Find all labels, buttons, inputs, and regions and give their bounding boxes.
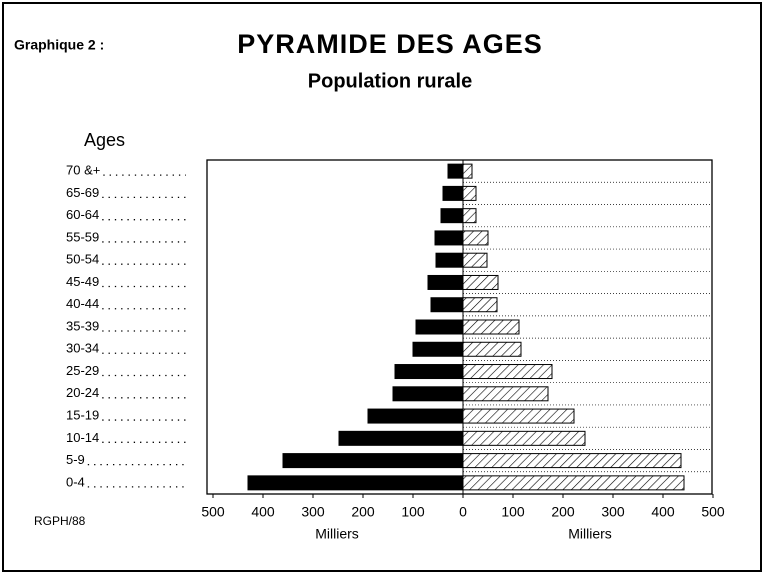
bar xyxy=(447,163,464,179)
bar xyxy=(338,430,464,446)
x-tick-label: 400 xyxy=(651,504,675,520)
y-tick-label: 15-19 xyxy=(66,408,99,423)
x-tick-label: 300 xyxy=(601,504,625,520)
source-note: RGPH/88 xyxy=(34,514,86,528)
x-tick-label: 100 xyxy=(501,504,525,520)
bar xyxy=(435,252,464,268)
x-tick-label: 100 xyxy=(401,504,425,520)
y-tick-label: 60-64 xyxy=(66,207,99,222)
bar xyxy=(462,408,575,424)
x-axis-title-right: Milliers xyxy=(568,526,612,542)
y-tick-label: 5-9 xyxy=(66,452,85,467)
chart-subtitle: Population rurale xyxy=(308,70,472,92)
plot-frame xyxy=(206,159,713,495)
y-tick-label: 70 &+ xyxy=(66,163,100,178)
x-tick-label: 400 xyxy=(251,504,275,520)
chart-label: Graphique 2 : xyxy=(14,37,104,53)
bar xyxy=(462,319,520,335)
bar xyxy=(462,185,477,201)
y-tick-label: 10-14 xyxy=(66,430,99,445)
y-tick-label: 25-29 xyxy=(66,363,99,378)
x-axis-title-left: Milliers xyxy=(315,526,359,542)
y-tick-label: 0-4 xyxy=(66,474,85,489)
bar xyxy=(440,208,464,224)
x-tick-label: 200 xyxy=(351,504,375,520)
bar xyxy=(462,252,488,268)
y-tick-label: 35-39 xyxy=(66,318,99,333)
bar xyxy=(462,208,477,224)
bar xyxy=(367,408,464,424)
x-tick-label: 500 xyxy=(701,504,725,520)
bar xyxy=(247,475,464,491)
y-tick-label: 55-59 xyxy=(66,229,99,244)
y-tick-label: 50-54 xyxy=(66,252,99,267)
y-tick-label: 20-24 xyxy=(66,385,99,400)
bar xyxy=(392,386,464,402)
x-tick-label: 300 xyxy=(301,504,325,520)
bar xyxy=(415,319,464,335)
y-tick-label: 30-34 xyxy=(66,341,99,356)
bar xyxy=(462,430,586,446)
bar xyxy=(462,274,499,290)
bar xyxy=(434,230,464,246)
bar xyxy=(462,341,522,357)
chart-title: PYRAMIDE DES AGES xyxy=(237,29,543,59)
y-axis-title: Ages xyxy=(84,130,125,150)
x-tick-label: 200 xyxy=(551,504,575,520)
bar xyxy=(462,163,473,179)
bar xyxy=(442,185,464,201)
bar xyxy=(462,297,498,313)
y-tick-label: 45-49 xyxy=(66,274,99,289)
bar xyxy=(462,364,553,380)
bar xyxy=(462,475,685,491)
bar xyxy=(462,230,489,246)
bar xyxy=(430,297,464,313)
bar xyxy=(412,341,464,357)
y-tick-label: 40-44 xyxy=(66,296,99,311)
bar xyxy=(427,274,464,290)
bar xyxy=(394,364,464,380)
bar xyxy=(462,386,549,402)
bar xyxy=(462,453,682,469)
x-tick-label: 500 xyxy=(201,504,225,520)
x-tick-label: 0 xyxy=(459,504,467,520)
bar xyxy=(282,453,464,469)
y-tick-label: 65-69 xyxy=(66,185,99,200)
